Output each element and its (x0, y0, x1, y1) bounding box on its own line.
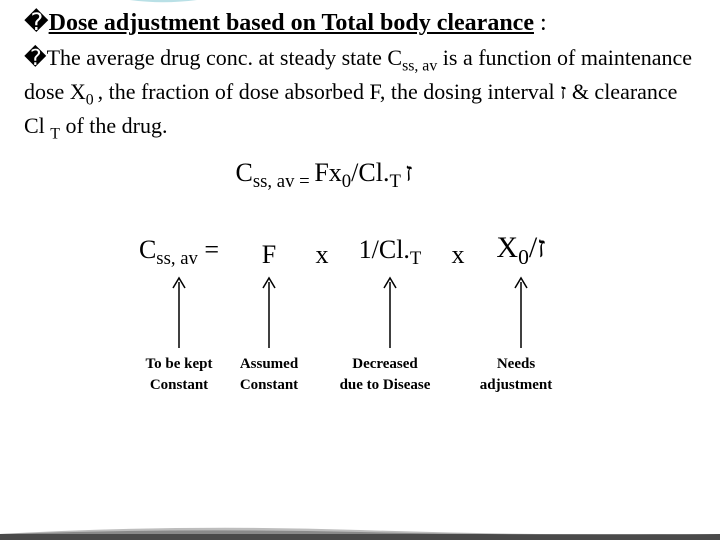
eq-rhs3: ז (405, 158, 412, 187)
t4a: X (496, 231, 518, 264)
l2a: Assumed (234, 354, 304, 375)
para-pre: The average drug conc. at steady state C (47, 45, 403, 70)
mult-2: x (440, 240, 476, 348)
t1-sub: ss, av (156, 248, 198, 269)
factor-F: F (234, 240, 304, 348)
arrow-icon (172, 276, 186, 348)
l1a: To be kept (124, 354, 234, 375)
title-bullet: � (24, 10, 49, 36)
l1b: Constant (124, 375, 234, 396)
arrow-icon (514, 276, 528, 348)
label-4: Needs adjustment (466, 354, 566, 396)
l4a: Needs (466, 354, 566, 375)
t1-C: C (139, 235, 156, 264)
t3sub: T (410, 248, 421, 269)
t4sub: 0 (518, 245, 529, 269)
para-bullet: � (24, 45, 47, 70)
title-suffix: : (534, 10, 547, 36)
eq-lhsSub: ss, av = (253, 171, 314, 192)
label-3: Decreased due to Disease (330, 354, 440, 396)
l3a: Decreased (330, 354, 440, 375)
factor-x0tau: X0/ז (476, 231, 566, 348)
mult-1: x (304, 240, 340, 348)
para-post: of the drug. (60, 113, 168, 138)
factor-labels-row: To be kept Constant Assumed Constant Dec… (124, 354, 696, 396)
eq-rhs2: /Cl. (351, 158, 389, 187)
eq-lhsC: C (236, 158, 253, 187)
label-2: Assumed Constant (234, 354, 304, 396)
factor-css: Css, av = (124, 235, 234, 348)
arrow-icon (383, 276, 397, 348)
t2: F (262, 240, 276, 270)
eq-rhs1sub: 0 (342, 171, 351, 192)
t3a: 1/Cl. (359, 235, 410, 264)
para-sub2: 0 (86, 91, 98, 108)
para-sub1: ss, av (402, 57, 437, 74)
slide-title: �Dose adjustment based on Total body cle… (24, 8, 696, 37)
t1-eq: = (198, 235, 219, 264)
eq-rhs2sub: T (389, 171, 405, 192)
factor-equation-row: Css, av = F x 1/Cl.T x X0/ז (124, 231, 696, 348)
title-text: Dose adjustment based on Total body clea… (49, 10, 534, 36)
arrow-icon (262, 276, 276, 348)
eq-rhs1: Fx (314, 158, 341, 187)
para-sub3: T (50, 125, 60, 142)
l4b: adjustment (466, 375, 566, 396)
l2b: Constant (234, 375, 304, 396)
label-1: To be kept Constant (124, 354, 234, 396)
l3b: due to Disease (330, 375, 440, 396)
body-paragraph: �The average drug conc. at steady state … (24, 43, 696, 144)
factor-clt: 1/Cl.T (340, 235, 440, 348)
footer-band (0, 520, 720, 540)
t4b: /ז (529, 231, 546, 264)
main-equation: Css, av = Fx0/Cl.T ז (154, 158, 494, 193)
